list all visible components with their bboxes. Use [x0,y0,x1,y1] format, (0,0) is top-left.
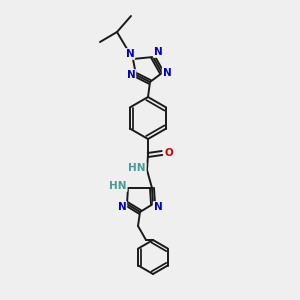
Text: N: N [163,68,171,78]
Text: N: N [154,47,162,57]
Text: HN: HN [109,181,127,191]
Text: N: N [126,49,134,59]
Text: N: N [154,202,162,212]
Text: HN: HN [128,163,146,173]
Text: N: N [118,202,126,212]
Text: O: O [165,148,173,158]
Text: N: N [127,70,135,80]
